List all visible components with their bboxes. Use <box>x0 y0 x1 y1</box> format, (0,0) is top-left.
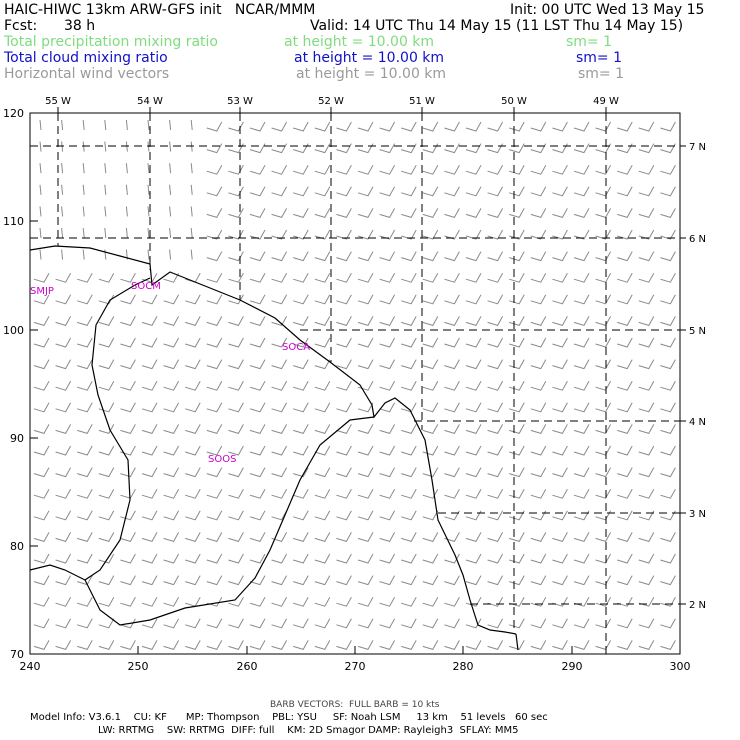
lat-label: 7 N <box>689 142 706 153</box>
coastline-south <box>84 277 375 626</box>
wind-barb-set <box>33 119 676 650</box>
y-tick-label: 80 <box>10 540 24 553</box>
station-label-smjp: SMJP <box>30 286 54 297</box>
lon-label: 54 W <box>137 96 163 107</box>
x-tick-label: 300 <box>670 660 691 673</box>
field-name-precip: Total precipitation mixing ratio <box>4 34 218 50</box>
field-sm-cloud: sm= 1 <box>576 50 623 66</box>
x-tick-label: 280 <box>453 660 474 673</box>
barb-note: BARB VECTORS: FULL BARB = 10 kts <box>270 700 440 710</box>
axis-ticks <box>29 107 686 655</box>
lat-label: 5 N <box>689 326 706 337</box>
init-time: Init: 00 UTC Wed 13 May 15 <box>510 2 705 18</box>
lon-label: 53 W <box>227 96 253 107</box>
wind-barbs <box>33 119 676 650</box>
station-label-soos: SOOS <box>208 454 236 465</box>
lon-label: 50 W <box>501 96 527 107</box>
x-tick-label: 240 <box>20 660 41 673</box>
lat-label: 2 N <box>689 600 706 611</box>
lon-label: 51 W <box>409 96 435 107</box>
field-sm-wind: sm= 1 <box>578 66 625 82</box>
coastline-east <box>515 633 519 651</box>
station-label-soca: SOCA <box>282 342 310 353</box>
field-name-wind: Horizontal wind vectors <box>4 66 170 82</box>
lat-label: 3 N <box>689 509 706 520</box>
lon-label: 49 W <box>593 96 619 107</box>
map-canvas: 240 250 260 270 280 290 300 70 80 90 100… <box>3 96 706 673</box>
lon-label: 52 W <box>318 96 344 107</box>
x-tick-label: 250 <box>128 660 149 673</box>
lat-label: 4 N <box>689 417 706 428</box>
field-height-wind: at height = 10.00 km <box>296 66 447 82</box>
lat-lon-grid <box>30 113 680 654</box>
field-sm-precip: sm= 1 <box>566 34 613 50</box>
forecast-label: Fcst: <box>4 18 38 34</box>
valid-time: Valid: 14 UTC Thu 14 May 15 (11 LST Thu … <box>310 18 684 34</box>
y-tick-label: 110 <box>3 215 24 228</box>
x-tick-label: 290 <box>562 660 583 673</box>
y-tick-label: 100 <box>3 324 24 337</box>
lat-label: 6 N <box>689 234 706 245</box>
y-tick-label: 120 <box>3 107 24 120</box>
coastline-north <box>29 245 517 635</box>
model-info-line2: LW: RRTMG SW: RRTMG DIFF: full KM: 2D Sm… <box>98 725 519 736</box>
x-tick-label: 270 <box>345 660 366 673</box>
forecast-hour: 38 h <box>64 18 96 34</box>
station-label-socm: SOCM <box>131 281 161 292</box>
model-info-line1: Model Info: V3.6.1 CU: KF MP: Thompson P… <box>30 712 548 723</box>
lon-label: 55 W <box>45 96 71 107</box>
y-tick-label: 90 <box>10 432 24 445</box>
plot-title: HAIC-HIWC 13km ARW-GFS init NCAR/MMM <box>4 2 316 18</box>
x-tick-label: 260 <box>237 660 258 673</box>
field-height-precip: at height = 10.00 km <box>284 34 435 50</box>
y-tick-label: 70 <box>10 648 24 661</box>
field-name-cloud: Total cloud mixing ratio <box>4 50 168 66</box>
coastline-west <box>29 564 86 581</box>
field-height-cloud: at height = 10.00 km <box>294 50 445 66</box>
